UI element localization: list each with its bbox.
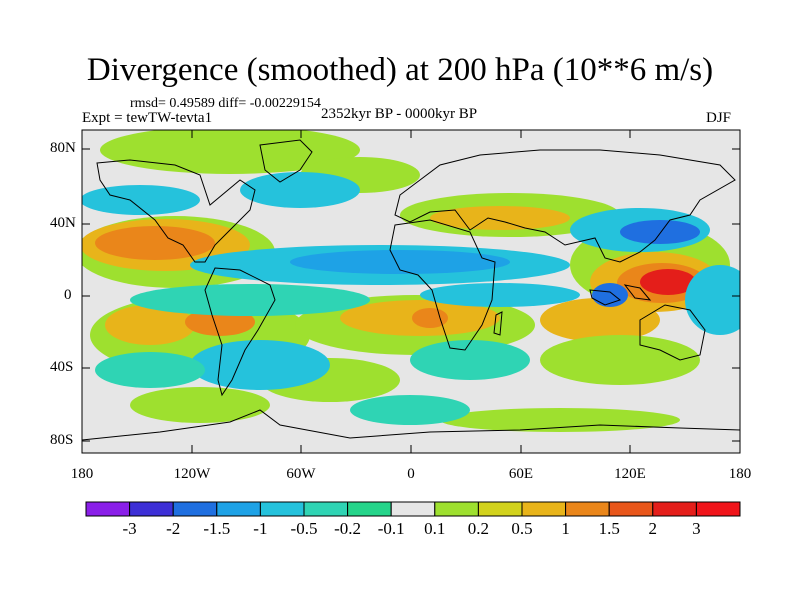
colorbar-label: -1.5 <box>203 519 231 538</box>
lat-label-0: 0 <box>64 287 72 303</box>
coastline-antarctica <box>82 409 740 441</box>
axis-ticks <box>82 130 740 453</box>
colorbar-swatch <box>85 501 131 517</box>
colorbar-swatch <box>434 501 479 517</box>
colorbar-label: 0.1 <box>424 519 446 538</box>
field-patch <box>440 408 680 432</box>
lon-label-180e: 180 <box>728 466 752 482</box>
field-patch <box>130 284 370 316</box>
field-patch <box>540 298 660 342</box>
field-patch <box>95 226 215 260</box>
coastline-eurasia <box>394 149 736 263</box>
colorbar-label: 2 <box>648 519 658 538</box>
colorbar-swatch <box>477 501 523 517</box>
period-label: 2352kyr BP - 0000kyr BP <box>321 106 478 122</box>
lat-label-80n: 80N <box>50 140 76 156</box>
field-patch <box>540 335 700 385</box>
coastline-australia <box>639 304 706 361</box>
colorbar <box>85 501 741 517</box>
lon-label-60e: 60E <box>508 466 534 482</box>
field-patch <box>82 185 200 215</box>
colorbar-swatch <box>608 501 654 517</box>
colorbar-label: -0.5 <box>290 519 318 538</box>
experiment-label: Expt = tewTW-tevta1 <box>82 110 213 126</box>
field-patch <box>95 352 205 388</box>
field-patch <box>620 220 700 244</box>
field-patch <box>240 172 360 208</box>
map-title: Divergence (smoothed) at 200 hPa (10**6 … <box>86 52 714 88</box>
field-patch <box>290 250 510 274</box>
stats-line: rmsd= 0.49589 diff= -0.00229154 <box>130 96 321 111</box>
colorbar-label: -3 <box>122 519 137 538</box>
lon-label-120e: 120E <box>614 466 646 482</box>
coastline-maritime-continent <box>589 284 652 306</box>
coastline-madagascar <box>493 311 503 336</box>
field-patch <box>190 340 330 390</box>
lon-label-180w: 180 <box>70 466 94 482</box>
colorbar-label: 1 <box>561 519 570 538</box>
colorbar-swatch <box>303 501 349 517</box>
field-patch <box>350 395 470 425</box>
colorbar-label: 1.5 <box>598 519 620 538</box>
colorbar-label: 0.5 <box>511 519 533 538</box>
lat-label-40n: 40N <box>50 215 76 231</box>
colorbar-label: 0.2 <box>467 519 490 538</box>
lon-label-60w: 60W <box>286 466 316 482</box>
colorbar-swatch <box>652 501 697 517</box>
colorbar-label: -2 <box>166 519 181 538</box>
colorbar-label: -0.1 <box>377 519 405 538</box>
colorbar-label: -0.2 <box>334 519 362 538</box>
field-patch <box>640 269 696 295</box>
colorbar-swatch <box>390 501 436 517</box>
field-patch <box>130 387 270 423</box>
coastline-north-america <box>96 159 256 263</box>
lon-label-120w: 120W <box>173 466 211 482</box>
coastline-south-america <box>204 267 276 397</box>
lon-label-0: 0 <box>407 466 415 482</box>
colorbar-swatch <box>259 501 305 517</box>
coastlines <box>82 139 740 441</box>
colorbar-swatch <box>216 501 261 517</box>
field-patch <box>410 340 530 380</box>
colorbar-swatch <box>695 501 741 517</box>
lat-label-80s: 80S <box>50 432 74 448</box>
field-patch <box>685 265 740 335</box>
field-patch <box>592 283 628 307</box>
season-label: DJF <box>706 110 732 126</box>
field-patch <box>105 305 195 345</box>
colorbar-swatch <box>172 501 218 517</box>
colorbar-swatch <box>521 501 567 517</box>
colorbar-label: -1 <box>253 519 268 538</box>
colorbar-swatch <box>347 501 392 517</box>
colorbar-swatch <box>565 501 610 517</box>
field-patch <box>420 283 580 307</box>
colorbar-label: 3 <box>692 519 701 538</box>
coastline-africa <box>389 219 496 351</box>
lat-label-40s: 40S <box>50 359 74 375</box>
coastline-greenland <box>259 139 313 183</box>
colorbar-swatch <box>129 501 174 517</box>
